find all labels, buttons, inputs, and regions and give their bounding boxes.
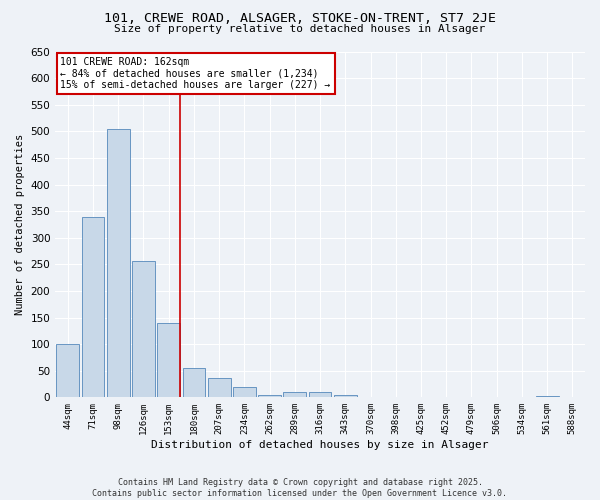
- Bar: [132, 260, 155, 398]
- Text: 101, CREWE ROAD, ALSAGER, STOKE-ON-TRENT, ST7 2JE: 101, CREWE ROAD, ALSAGER, STOKE-ON-TRENT…: [104, 12, 496, 26]
- Bar: [157, 323, 180, 398]
- Text: Contains HM Land Registry data © Crown copyright and database right 2025.
Contai: Contains HM Land Registry data © Crown c…: [92, 478, 508, 498]
- X-axis label: Distribution of detached houses by size in Alsager: Distribution of detached houses by size …: [151, 440, 489, 450]
- Bar: [107, 128, 130, 398]
- Bar: [309, 392, 331, 398]
- Bar: [56, 344, 79, 398]
- Bar: [283, 392, 306, 398]
- Text: 101 CREWE ROAD: 162sqm
← 84% of detached houses are smaller (1,234)
15% of semi-: 101 CREWE ROAD: 162sqm ← 84% of detached…: [61, 56, 331, 90]
- Text: Size of property relative to detached houses in Alsager: Size of property relative to detached ho…: [115, 24, 485, 34]
- Bar: [208, 378, 230, 398]
- Bar: [233, 386, 256, 398]
- Bar: [536, 396, 559, 398]
- Y-axis label: Number of detached properties: Number of detached properties: [15, 134, 25, 315]
- Bar: [334, 394, 356, 398]
- Bar: [182, 368, 205, 398]
- Bar: [82, 218, 104, 398]
- Bar: [258, 394, 281, 398]
